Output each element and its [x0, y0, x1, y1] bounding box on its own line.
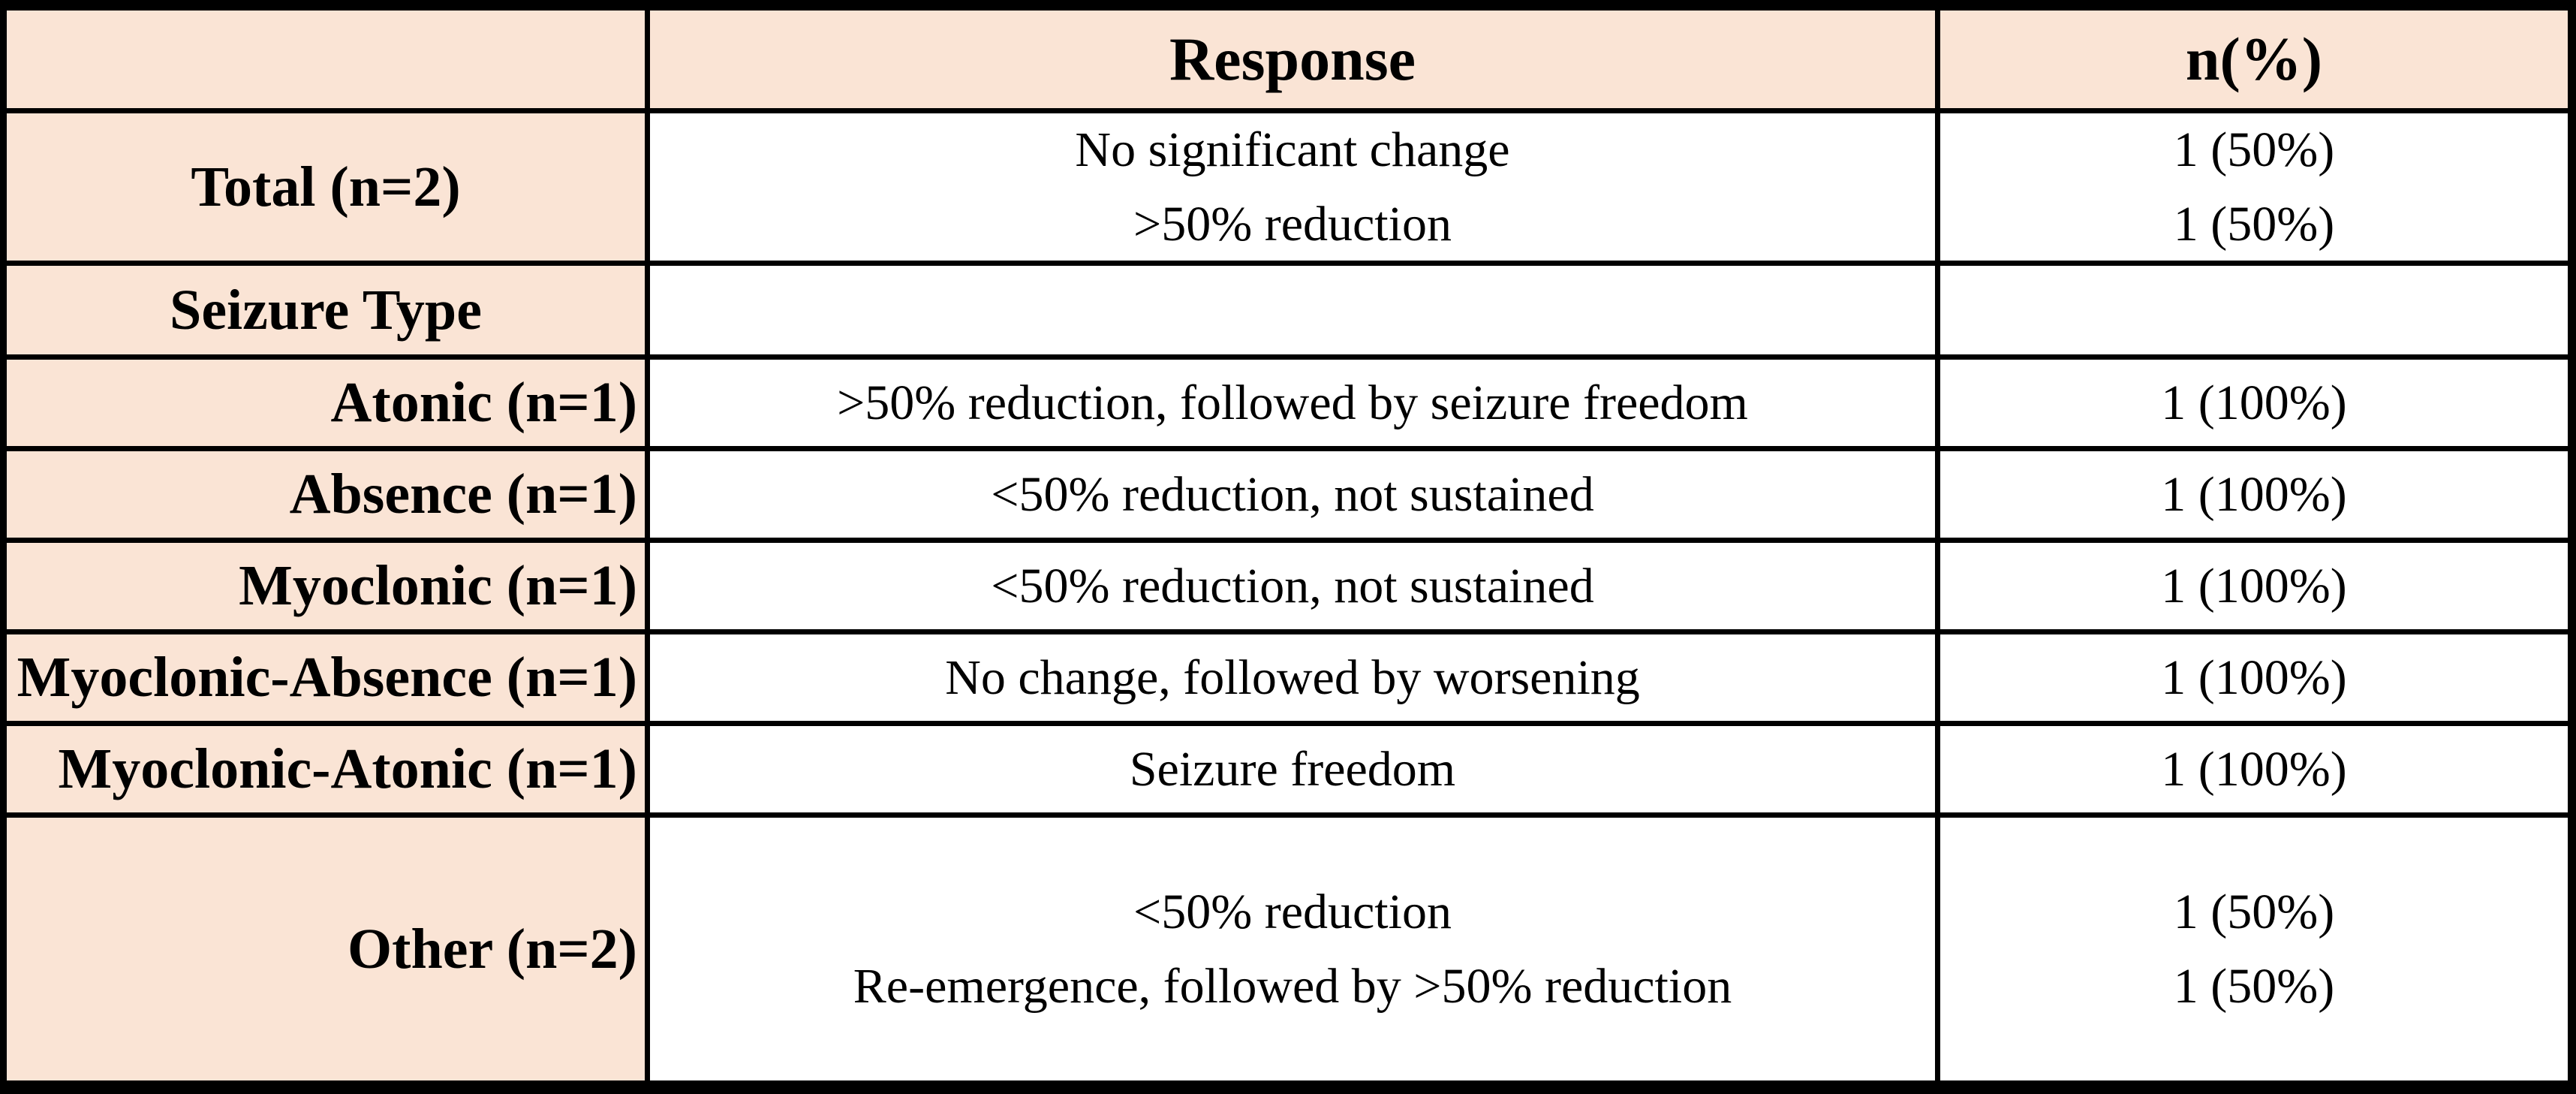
row-label-other: Other (n=2)	[7, 818, 645, 1080]
n-pct-cell-myoclonic: 1 (100%)	[1940, 543, 2568, 629]
response-cell-total: No significant change >50% reduction	[650, 113, 1935, 261]
response-cell-atonic: >50% reduction, followed by seizure free…	[650, 360, 1935, 446]
column-header-npct: n(%)	[1940, 11, 2568, 108]
response-cell-myoclonic-absence: No change, followed by worsening	[650, 634, 1935, 721]
row-label-myoclonic-absence: Myoclonic-Absence (n=1)	[7, 634, 645, 721]
response-cell-other: <50% reduction Re-emergence, followed by…	[650, 818, 1935, 1080]
response-line: <50% reduction	[1133, 885, 1452, 939]
n-pct-cell-total: 1 (50%) 1 (50%)	[1940, 113, 2568, 261]
response-line: >50% reduction	[1133, 197, 1452, 252]
response-cell-myoclonic-atonic: Seizure freedom	[650, 726, 1935, 812]
row-label-seizure-type: Seizure Type	[7, 266, 645, 354]
n-pct-cell-absence: 1 (100%)	[1940, 451, 2568, 538]
row-label-myoclonic: Myoclonic (n=1)	[7, 543, 645, 629]
n-pct-line: 1 (50%)	[2173, 885, 2335, 939]
row-label-total: Total (n=2)	[7, 113, 645, 261]
response-cell-myoclonic: <50% reduction, not sustained	[650, 543, 1935, 629]
row-label-myoclonic-atonic: Myoclonic-Atonic (n=1)	[7, 726, 645, 812]
response-line: No significant change	[1075, 122, 1510, 177]
response-cell-absence: <50% reduction, not sustained	[650, 451, 1935, 538]
n-pct-line: 1 (50%)	[2173, 959, 2335, 1014]
response-cell-seizure-type-empty	[650, 266, 1935, 354]
row-label-absence: Absence (n=1)	[7, 451, 645, 538]
response-line: Re-emergence, followed by >50% reduction	[853, 959, 1732, 1014]
n-pct-cell-other: 1 (50%) 1 (50%)	[1940, 818, 2568, 1080]
n-pct-cell-myoclonic-absence: 1 (100%)	[1940, 634, 2568, 721]
column-header-response: Response	[650, 11, 1935, 108]
n-pct-cell-atonic: 1 (100%)	[1940, 360, 2568, 446]
row-label-atonic: Atonic (n=1)	[7, 360, 645, 446]
n-pct-cell-myoclonic-atonic: 1 (100%)	[1940, 726, 2568, 812]
corner-cell	[7, 11, 645, 108]
n-pct-line: 1 (50%)	[2173, 197, 2335, 252]
n-pct-line: 1 (50%)	[2173, 122, 2335, 177]
n-pct-cell-seizure-type-empty	[1940, 266, 2568, 354]
